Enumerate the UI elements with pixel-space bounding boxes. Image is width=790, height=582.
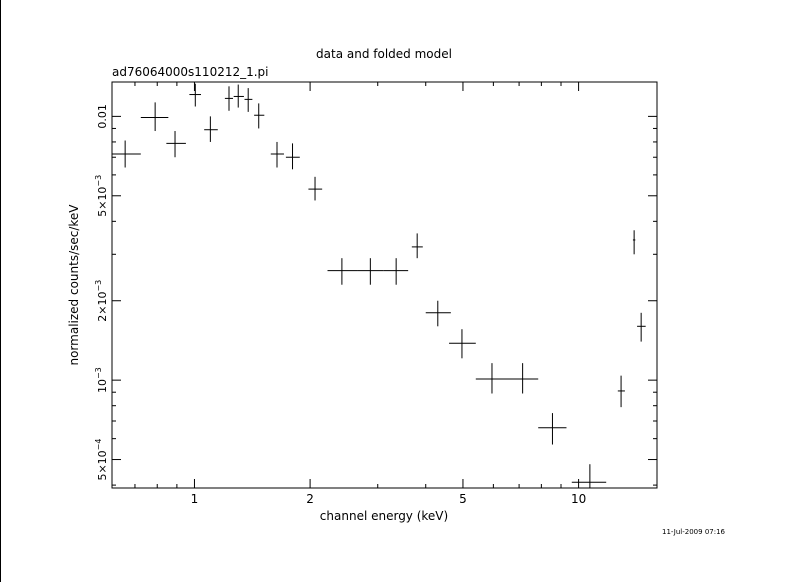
y-tick-exponent: −4 [94,439,103,451]
data-point [166,131,186,158]
chart-subtitle: ad76064000s110212_1.pi [112,65,269,79]
axis-ticks [112,82,657,488]
x-tick-label: 1 [191,492,199,506]
data-point [449,329,476,359]
data-point [189,83,202,107]
data-point [357,258,384,285]
data-point [308,176,323,201]
y-tick-label-group: 0.01 [96,104,109,129]
data-point [112,140,141,168]
x-tick-labels: 1 2 5 10 [191,492,587,506]
data-point [233,84,244,108]
y-tick-exponent: −3 [94,367,103,379]
plot-frame [111,81,658,489]
y-tick-exponent: −3 [94,280,103,292]
data-point [140,102,169,132]
data-point [571,464,607,488]
data-point [383,258,409,285]
data-point [244,88,253,112]
data-point [254,103,265,129]
data-point [632,230,636,255]
chart-title: data and folded model [316,47,452,61]
data-point [204,116,218,142]
data-point [285,143,300,170]
data-point [327,258,358,285]
y-tick-label: 0.01 [96,104,109,129]
data-point [637,312,646,342]
timestamp: 11-Jul-2009 07:16 [662,528,726,536]
data-point [425,300,451,327]
x-axis-label: channel energy (keV) [320,509,448,523]
y-tick-exponent: −3 [94,175,103,187]
data-point [411,233,423,259]
x-tick-label: 5 [459,492,467,506]
data-point [224,86,234,111]
x-tick-label: 2 [306,492,314,506]
data-point [538,413,567,445]
data-point [617,375,625,408]
data-points [112,83,646,488]
x-tick-label: 10 [571,492,586,506]
data-point [508,363,539,394]
y-axis-label: normalized counts/sec/keV [67,204,81,366]
data-point [475,363,509,394]
data-point [270,141,284,168]
